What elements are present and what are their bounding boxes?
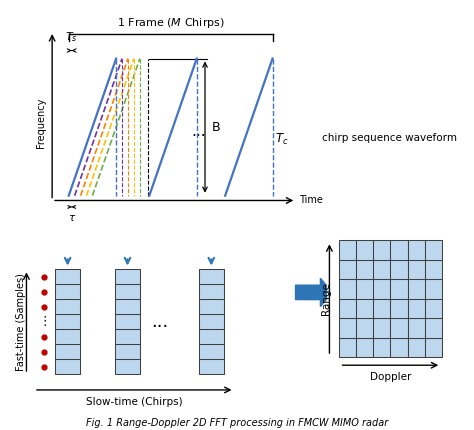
Bar xyxy=(408,279,425,299)
Bar xyxy=(338,318,356,338)
Text: Fig. 1 Range-Doppler 2D FFT processing in FMCW MIMO radar: Fig. 1 Range-Doppler 2D FFT processing i… xyxy=(86,418,388,428)
Bar xyxy=(199,329,224,344)
Bar xyxy=(115,284,140,299)
Bar xyxy=(408,338,425,357)
Bar xyxy=(373,240,391,260)
Bar xyxy=(199,344,224,359)
Bar xyxy=(199,284,224,299)
Text: chirp sequence waveform: chirp sequence waveform xyxy=(322,132,457,143)
Bar xyxy=(408,260,425,279)
Bar xyxy=(391,318,408,338)
Text: B: B xyxy=(212,121,221,134)
Bar xyxy=(356,279,373,299)
Bar xyxy=(391,299,408,318)
Bar xyxy=(356,299,373,318)
Text: Fast-time (Samples): Fast-time (Samples) xyxy=(16,273,26,371)
Text: $T_s$: $T_s$ xyxy=(65,30,78,44)
Bar xyxy=(391,279,408,299)
Bar xyxy=(356,240,373,260)
Bar xyxy=(338,338,356,357)
Bar xyxy=(55,314,80,329)
Text: Range: Range xyxy=(321,282,331,315)
Bar xyxy=(373,338,391,357)
Bar xyxy=(373,260,391,279)
Text: ...: ... xyxy=(151,313,168,331)
Bar xyxy=(199,359,224,374)
Text: ...: ... xyxy=(192,124,206,138)
Bar xyxy=(391,260,408,279)
Bar xyxy=(425,279,442,299)
Bar xyxy=(199,270,224,284)
Bar xyxy=(199,314,224,329)
Bar xyxy=(373,279,391,299)
Bar xyxy=(55,299,80,314)
Bar xyxy=(373,299,391,318)
Text: Frequency: Frequency xyxy=(36,98,46,148)
Bar xyxy=(115,344,140,359)
Bar xyxy=(356,338,373,357)
Bar xyxy=(391,338,408,357)
Bar xyxy=(425,299,442,318)
Bar xyxy=(373,318,391,338)
Bar xyxy=(408,240,425,260)
Bar xyxy=(425,240,442,260)
Bar xyxy=(115,359,140,374)
Bar xyxy=(115,329,140,344)
Bar xyxy=(115,270,140,284)
Bar xyxy=(55,344,80,359)
Bar xyxy=(55,359,80,374)
Text: 1 Frame ($M$ Chirps): 1 Frame ($M$ Chirps) xyxy=(117,15,225,30)
Bar xyxy=(338,260,356,279)
Bar xyxy=(199,299,224,314)
Text: Slow-time (Chirps): Slow-time (Chirps) xyxy=(86,397,182,407)
Bar xyxy=(408,318,425,338)
Bar xyxy=(425,338,442,357)
Bar xyxy=(115,314,140,329)
Text: $T_c$: $T_c$ xyxy=(275,132,289,147)
Text: Time: Time xyxy=(299,196,322,206)
Bar xyxy=(356,260,373,279)
FancyArrow shape xyxy=(296,278,332,307)
Bar xyxy=(356,318,373,338)
Text: Doppler: Doppler xyxy=(370,372,411,382)
Bar xyxy=(55,284,80,299)
Bar xyxy=(425,318,442,338)
Bar xyxy=(55,270,80,284)
Bar xyxy=(338,299,356,318)
Text: ⋮: ⋮ xyxy=(38,315,51,328)
Bar xyxy=(425,260,442,279)
Text: $\tau$: $\tau$ xyxy=(67,212,76,223)
Bar xyxy=(408,299,425,318)
Bar xyxy=(55,329,80,344)
Bar xyxy=(338,279,356,299)
Bar xyxy=(115,299,140,314)
Bar xyxy=(391,240,408,260)
Bar xyxy=(338,240,356,260)
